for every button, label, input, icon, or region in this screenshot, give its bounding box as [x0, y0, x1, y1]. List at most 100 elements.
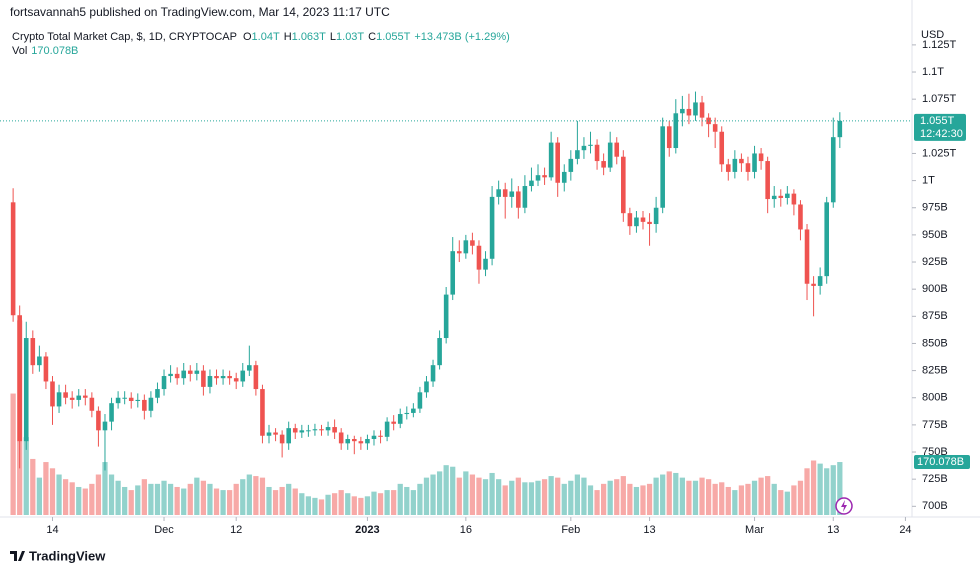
volume-bar: [620, 476, 626, 515]
candle-body: [17, 315, 22, 442]
candle-body: [10, 202, 16, 316]
candle-body: [181, 370, 187, 379]
y-tick-label: 700B: [922, 500, 948, 512]
volume-bar: [345, 493, 351, 515]
candle-body: [30, 338, 36, 366]
volume-bar: [141, 479, 147, 515]
candle-body: [332, 427, 337, 433]
volume-bar: [213, 488, 220, 515]
volume-bar: [279, 486, 285, 515]
legend: Crypto Total Market Cap, $, 1D, CRYPTOCA…: [12, 31, 510, 43]
candle-layer: [10, 91, 843, 471]
candle-body: [496, 189, 501, 197]
volume-bar: [404, 486, 410, 515]
y-tick-label: 1.1T: [922, 66, 944, 78]
candle-body: [82, 395, 88, 398]
candle-body: [535, 175, 541, 181]
volume-bar: [673, 472, 679, 515]
candle-body: [732, 158, 738, 172]
volume-bar: [765, 476, 771, 515]
volume-bar: [568, 480, 574, 515]
y-tick-label: 750B: [922, 446, 948, 458]
candle-body: [516, 191, 521, 208]
volume-bar: [371, 491, 377, 515]
candle-body: [771, 195, 777, 200]
candle-body: [745, 163, 751, 172]
candle-body: [128, 397, 134, 401]
volume-bar: [384, 490, 390, 515]
candle-body: [437, 338, 442, 366]
volume-bar: [331, 493, 338, 515]
candle-body: [529, 180, 534, 187]
volume-bar: [587, 485, 594, 515]
candle-body: [666, 126, 672, 149]
y-tick-label: 925B: [922, 256, 948, 268]
volume-bar: [423, 477, 430, 515]
candle-body: [365, 439, 370, 444]
volume-bar: [837, 462, 843, 515]
volume-legend-name: Vol: [12, 45, 27, 57]
candle-body: [614, 142, 620, 157]
volume-bar: [49, 468, 56, 515]
candle-body: [115, 397, 121, 404]
volume-bar: [686, 480, 692, 515]
x-tick-label: 12: [230, 524, 242, 536]
y-tick-label: 725B: [922, 473, 948, 485]
volume-bar: [299, 493, 305, 515]
candle-body: [693, 102, 698, 116]
volume-bar: [30, 458, 36, 515]
candle-body: [76, 395, 82, 400]
candle-body: [63, 392, 68, 398]
volume-bar: [509, 480, 515, 515]
y-tick-label: 825B: [922, 365, 948, 377]
volume-bar: [738, 485, 745, 515]
candle-body: [286, 428, 291, 444]
candle-body: [201, 370, 206, 387]
candle-body: [227, 376, 232, 379]
candle-body: [102, 421, 108, 431]
volume-bar: [305, 496, 311, 515]
candle-body: [174, 373, 180, 379]
candle-body: [69, 397, 75, 400]
candle-body: [824, 202, 830, 277]
y-tick-label: 1.125T: [922, 39, 957, 51]
candle-body: [758, 153, 764, 162]
candle-body: [43, 356, 49, 382]
volume-bar: [561, 483, 567, 515]
candle-body: [168, 373, 173, 377]
volume-bar: [23, 437, 29, 515]
y-tick-label: 1.025T: [922, 147, 957, 159]
candle-body: [247, 365, 252, 371]
candle-body: [50, 381, 55, 407]
brand: TradingView: [29, 548, 106, 563]
y-tick-label: 850B: [922, 337, 948, 349]
candle-body: [404, 412, 410, 415]
countdown: 12:42:30: [920, 128, 963, 140]
volume-bar: [161, 480, 167, 515]
volume-bar: [102, 462, 108, 515]
volume-bar: [463, 471, 469, 515]
candle-body: [798, 204, 803, 230]
candle-body: [634, 217, 639, 227]
candle-body: [785, 193, 790, 198]
volume-bar: [292, 488, 298, 515]
volume-bar: [69, 482, 75, 515]
volume-bar: [824, 468, 830, 515]
candle-body: [588, 144, 593, 146]
volume-bar: [430, 474, 436, 515]
volume-bar: [627, 483, 633, 515]
legend-value: 1.063T: [292, 31, 327, 43]
volume-bar: [207, 483, 213, 515]
candle-body: [752, 153, 757, 172]
candle-body: [778, 195, 784, 198]
volume-bar: [259, 477, 266, 515]
candle-body: [581, 145, 587, 151]
candle-body: [384, 421, 390, 437]
candle-body: [378, 435, 383, 437]
candle-body: [647, 221, 652, 225]
candle-body: [502, 189, 508, 197]
candle-body: [233, 378, 239, 382]
volume-bar: [318, 499, 325, 515]
legend-value: 1.055T: [376, 31, 411, 43]
